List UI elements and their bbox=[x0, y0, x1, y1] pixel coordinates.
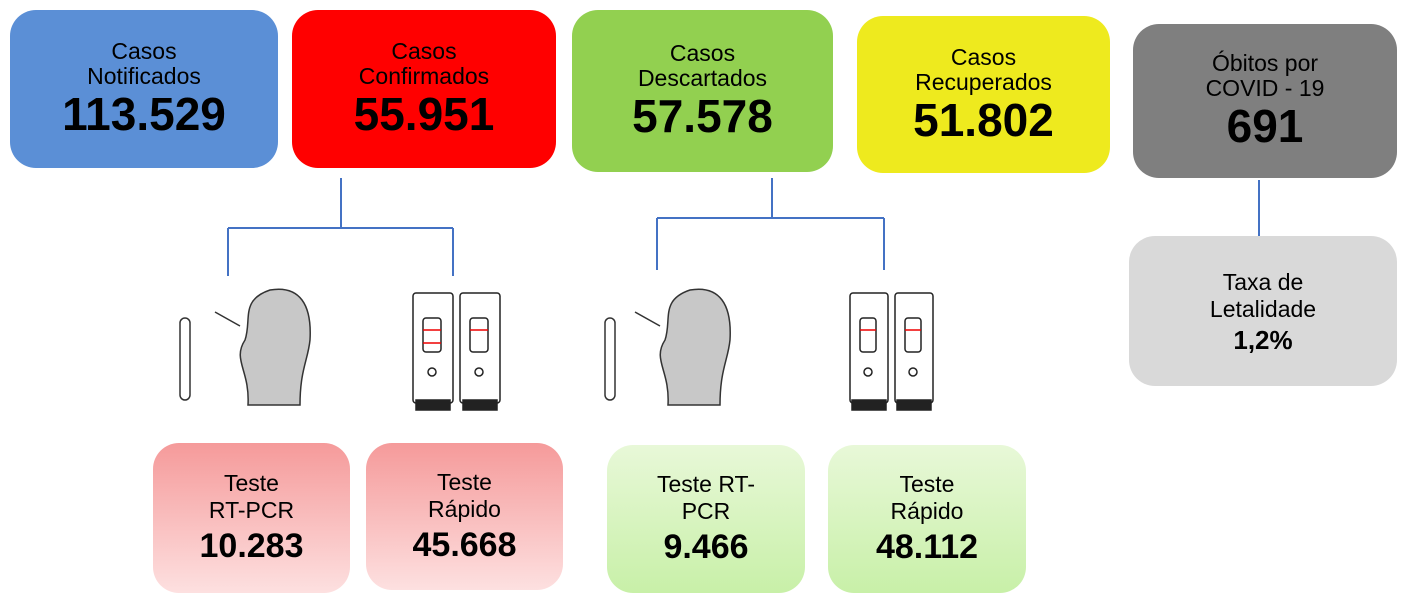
card-confirmed: Casos Confirmados 55.951 bbox=[292, 10, 556, 168]
rapid-test-illustration bbox=[412, 292, 501, 411]
test-label: Teste bbox=[224, 470, 279, 496]
card-label: Confirmados bbox=[358, 63, 490, 89]
test-label: Teste bbox=[437, 468, 492, 495]
test-value: 10.283 bbox=[199, 527, 304, 565]
card-lethality: Taxa de Letalidade 1,2% bbox=[1129, 236, 1397, 386]
card-recovered: Casos Recuperados 51.802 bbox=[857, 16, 1110, 173]
swab-illustration bbox=[604, 288, 731, 406]
card-label: Letalidade bbox=[1209, 295, 1317, 322]
rapid-test-illustration bbox=[849, 292, 934, 411]
card-label: Casos bbox=[669, 40, 736, 66]
card-value: 51.802 bbox=[913, 93, 1054, 146]
card-label: Notificados bbox=[87, 63, 201, 89]
card-value: 57.578 bbox=[632, 90, 773, 142]
card-value: 113.529 bbox=[62, 88, 226, 140]
test-label: Rápido bbox=[890, 498, 964, 524]
card-label: Óbitos por bbox=[1211, 50, 1319, 76]
card-label: Casos bbox=[391, 38, 457, 64]
connector bbox=[656, 178, 885, 270]
card-deaths: Óbitos por COVID - 19 691 bbox=[1133, 24, 1397, 178]
test-label: Teste RT- bbox=[657, 471, 755, 497]
connectors bbox=[227, 178, 1260, 276]
test-rtpcr-discarded: Teste RT- PCR 9.466 bbox=[607, 445, 805, 593]
card-label: Recuperados bbox=[915, 68, 1052, 95]
test-label: PCR bbox=[681, 498, 731, 524]
card-label: Casos bbox=[111, 38, 177, 64]
test-label: Rápido bbox=[428, 495, 501, 522]
test-value: 48.112 bbox=[875, 528, 979, 566]
card-value: 691 bbox=[1226, 100, 1304, 152]
card-value: 55.951 bbox=[353, 88, 495, 140]
test-value: 9.466 bbox=[663, 528, 749, 566]
card-label: Descartados bbox=[637, 65, 768, 91]
swab-illustration bbox=[179, 288, 311, 406]
test-value: 45.668 bbox=[412, 525, 517, 564]
card-notified: Casos Notificados 113.529 bbox=[10, 10, 278, 168]
card-discarded: Casos Descartados 57.578 bbox=[572, 10, 833, 172]
connector bbox=[227, 178, 454, 276]
card-label: COVID - 19 bbox=[1205, 75, 1325, 101]
card-label: Taxa de bbox=[1222, 268, 1304, 295]
card-label: Casos bbox=[950, 43, 1017, 70]
test-rapid-discarded: Teste Rápido 48.112 bbox=[828, 445, 1026, 593]
test-rapid-confirmed: Teste Rápido 45.668 bbox=[366, 443, 563, 590]
test-label: RT-PCR bbox=[208, 497, 295, 523]
test-rtpcr-confirmed: Teste RT-PCR 10.283 bbox=[153, 443, 350, 593]
test-label: Teste bbox=[899, 471, 955, 497]
card-value: 1,2% bbox=[1233, 324, 1293, 355]
